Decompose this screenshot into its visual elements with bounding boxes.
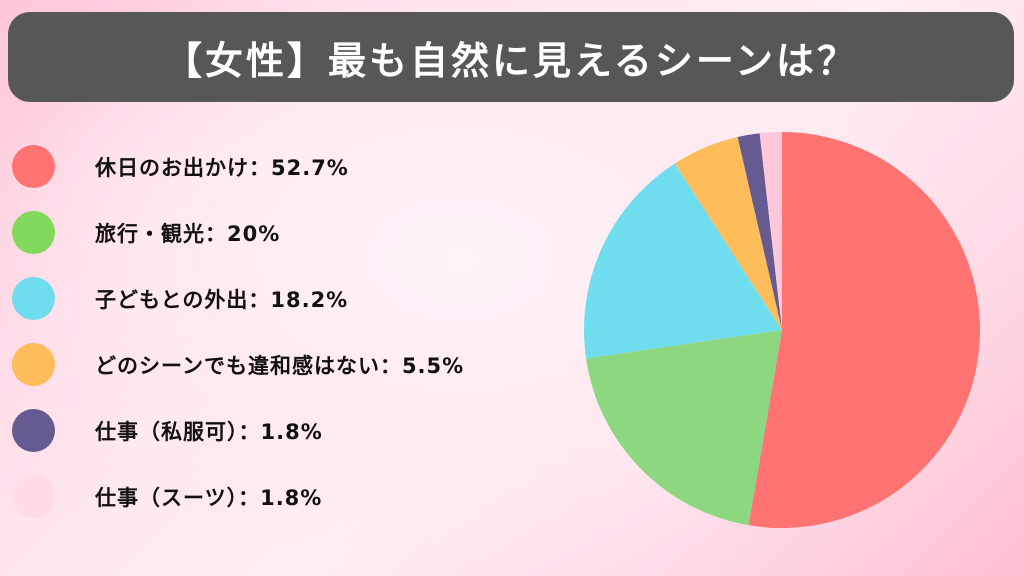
legend-dot-icon (12, 145, 55, 188)
legend-item: 仕事（スーツ）：1.8% (12, 475, 572, 518)
legend-item: 旅行・観光：20% (12, 211, 572, 254)
pie-chart-svg (584, 132, 981, 528)
legend-item: どのシーンでも違和感はない：5.5% (12, 343, 572, 386)
pie-chart (580, 128, 984, 532)
legend-item: 子どもとの外出：18.2% (12, 277, 572, 320)
legend-item: 仕事（私服可）：1.8% (12, 409, 572, 452)
legend-label: 子どもとの外出：18.2% (95, 287, 349, 312)
legend-dot-icon (12, 475, 55, 518)
pie-slice (737, 133, 782, 330)
pie-slice (748, 132, 981, 528)
legend-label: 休日のお出かけ：52.7% (95, 155, 349, 180)
legend: 休日のお出かけ：52.7% 旅行・観光：20% 子どもとの外出：18.2% どの… (12, 145, 572, 541)
legend-item: 休日のお出かけ：52.7% (12, 145, 572, 188)
legend-dot-icon (12, 409, 55, 452)
pie-slice (674, 137, 782, 330)
chart-title: 【女性】最も自然に見えるシーンは？ (164, 38, 858, 83)
legend-label: どのシーンでも違和感はない：5.5% (95, 353, 465, 378)
pie-slice (584, 163, 782, 359)
legend-dot-icon (12, 211, 55, 254)
pie-slice (586, 330, 782, 526)
legend-dot-icon (12, 343, 55, 386)
legend-label: 旅行・観光：20% (95, 221, 281, 246)
legend-label: 仕事（スーツ）：1.8% (95, 485, 323, 510)
legend-label: 仕事（私服可）：1.8% (95, 419, 323, 444)
legend-dot-icon (12, 277, 55, 320)
title-bar: 【女性】最も自然に見えるシーンは？ (8, 12, 1014, 102)
pie-slice (759, 132, 782, 330)
